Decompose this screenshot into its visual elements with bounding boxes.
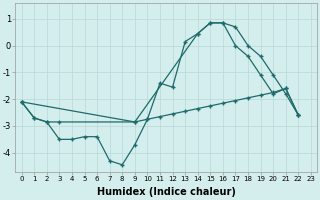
X-axis label: Humidex (Indice chaleur): Humidex (Indice chaleur) <box>97 187 236 197</box>
